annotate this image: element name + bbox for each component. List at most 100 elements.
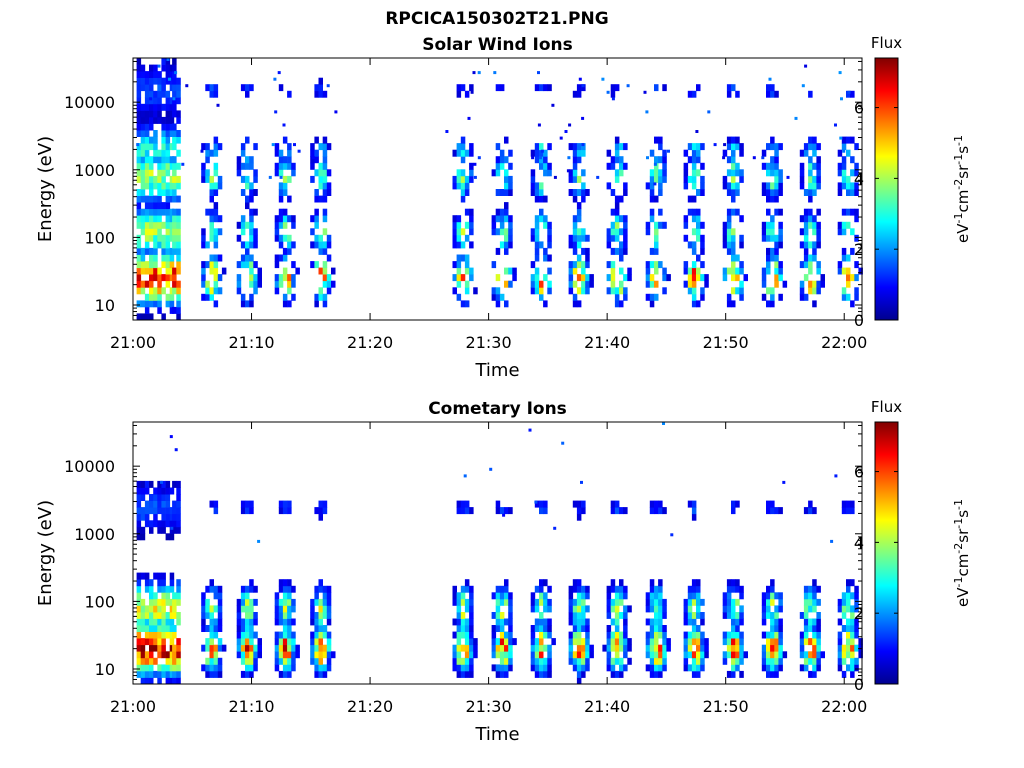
- spectrogram-cell: [209, 149, 214, 157]
- spectrogram-cell: [691, 592, 697, 600]
- spectrogram-cell: [245, 84, 250, 92]
- spectrogram-cell: [658, 136, 663, 144]
- spectrogram-cell: [696, 592, 701, 600]
- spectrogram-cell: [149, 638, 154, 646]
- spectrogram-cell: [726, 143, 732, 151]
- flux-speck: [611, 97, 615, 101]
- spectrogram-cell: [136, 149, 142, 157]
- spectrogram-cell: [739, 175, 744, 183]
- spectrogram-cell: [253, 664, 258, 672]
- flux-speck: [578, 77, 582, 81]
- spectrogram-cell: [153, 625, 158, 632]
- spectrogram-cell: [274, 651, 280, 659]
- spectrogram-cell: [623, 631, 628, 639]
- spectrogram-cell: [295, 267, 300, 275]
- x-axis-label: Time: [474, 360, 519, 381]
- spectrogram-cell: [581, 618, 586, 626]
- flux-speck: [626, 84, 630, 88]
- unit-exponent: -1: [952, 518, 965, 529]
- spectrogram-cell: [735, 189, 740, 196]
- spectrogram-cell: [140, 116, 146, 124]
- spectrogram-cell: [539, 651, 544, 659]
- spectrogram-cell: [310, 657, 315, 665]
- spectrogram-cell: [530, 657, 536, 665]
- spectrogram-cell: [619, 598, 624, 606]
- spectrogram-cell: [140, 162, 146, 170]
- spectrogram-cell: [287, 234, 292, 242]
- spectrogram-cell: [585, 189, 590, 196]
- spectrogram-cell: [249, 241, 254, 249]
- spectrogram-cell: [841, 657, 847, 665]
- spectrogram-cell: [149, 64, 154, 72]
- spectrogram-cell: [799, 631, 805, 639]
- spectrogram-cell: [495, 169, 501, 177]
- spectrogram-cell: [774, 241, 779, 249]
- spectrogram-cell: [217, 605, 223, 613]
- spectrogram-cell: [205, 261, 210, 269]
- spectrogram-cell: [508, 228, 513, 236]
- spectrogram-cell: [253, 612, 258, 619]
- spectrogram-cell: [808, 182, 813, 190]
- spectrogram-cell: [322, 189, 328, 196]
- spectrogram-cell: [504, 267, 509, 275]
- spectrogram-cell: [213, 618, 219, 626]
- spectrogram-cell: [456, 670, 462, 678]
- spectrogram-cell: [766, 585, 771, 593]
- spectrogram-cell: [512, 267, 517, 275]
- spectrogram-cell: [778, 208, 783, 216]
- spectrogram-cell: [165, 618, 171, 626]
- spectrogram-cell: [318, 579, 323, 587]
- spectrogram-cell: [841, 293, 847, 301]
- spectrogram-cell: [460, 175, 466, 183]
- spectrogram-cell: [782, 280, 788, 288]
- spectrogram-cell: [530, 625, 536, 632]
- spectrogram-cell: [812, 228, 817, 236]
- spectrogram-cell: [161, 274, 166, 282]
- flux-speck: [839, 136, 843, 140]
- spectrogram-cell: [165, 71, 171, 78]
- spectrogram-cell: [217, 182, 223, 190]
- spectrogram-cell: [508, 618, 513, 626]
- spectrogram-cell: [149, 97, 154, 105]
- spectrogram-cell: [627, 657, 632, 665]
- spectrogram-cell: [322, 605, 328, 613]
- flux-speck: [723, 143, 727, 147]
- spectrogram-cell: [144, 202, 150, 210]
- spectrogram-cell: [654, 280, 659, 288]
- spectrogram-cell: [568, 280, 574, 288]
- spectrogram-cell: [491, 638, 497, 646]
- spectrogram-cell: [547, 670, 552, 678]
- spectrogram-cell: [766, 221, 771, 229]
- spectrogram-cell: [169, 513, 175, 521]
- spectrogram-cell: [662, 631, 667, 639]
- spectrogram-cell: [287, 287, 292, 295]
- spectrogram-cell: [774, 208, 779, 216]
- spectrogram-cell: [530, 651, 536, 659]
- spectrogram-cell: [314, 156, 319, 164]
- spectrogram-cell: [534, 182, 540, 190]
- spectrogram-cell: [249, 254, 254, 262]
- spectrogram-cell: [572, 247, 578, 255]
- spectrogram-cell: [176, 651, 181, 659]
- spectrogram-cell: [460, 500, 466, 508]
- spectrogram-cell: [691, 625, 697, 632]
- spectrogram-cell: [504, 182, 509, 190]
- spectrogram-cell: [136, 664, 142, 672]
- spectrogram-cell: [291, 644, 296, 652]
- spectrogram-cell: [245, 625, 250, 632]
- spectrogram-cell: [169, 195, 175, 203]
- spectrogram-cell: [165, 267, 171, 275]
- spectrogram-cell: [136, 651, 142, 659]
- spectrogram-cell: [606, 585, 612, 593]
- spectrogram-cell: [778, 507, 783, 515]
- spectrogram-cell: [278, 618, 284, 626]
- spectrogram-cell: [735, 90, 740, 98]
- spectrogram-cell: [161, 156, 166, 164]
- spectrogram-cell: [731, 651, 736, 659]
- spectrogram-cell: [662, 638, 667, 646]
- colorbar-tick-label: 4: [854, 533, 864, 552]
- spectrogram-cell: [614, 215, 620, 223]
- flux-speck: [531, 156, 535, 160]
- spectrogram-cell: [816, 156, 821, 164]
- spectrogram-cell: [774, 169, 779, 177]
